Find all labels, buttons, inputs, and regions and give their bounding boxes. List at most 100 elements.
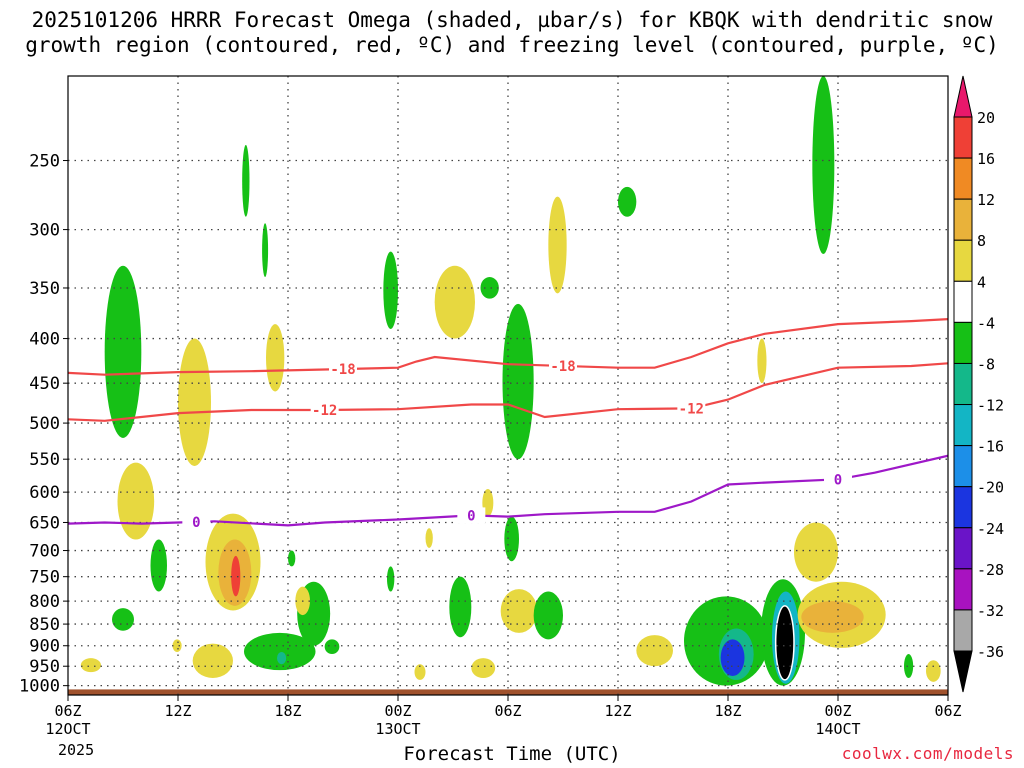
contour-label-freezing-level-1: 0 <box>467 508 475 524</box>
y-tick-label-400: 400 <box>29 330 60 350</box>
omega-region-y17 <box>636 635 674 667</box>
x-tick-label-48: 06Z <box>934 702 961 720</box>
contour-label-dgz-minus18-0: -18 <box>330 362 355 378</box>
y-tick-label-700: 700 <box>29 542 60 562</box>
colorbar-label-10: -24 <box>977 520 1004 538</box>
omega-region-g1 <box>104 265 142 438</box>
omega-region-g5 <box>480 276 499 299</box>
colorbar-cell-8 <box>953 404 973 447</box>
colorbar-cell-5 <box>953 280 973 323</box>
y-tick-label-950: 950 <box>29 657 60 677</box>
colorbar-cell-1 <box>953 116 973 159</box>
x-tick-label-12: 18Z <box>274 702 301 720</box>
omega-region-g14 <box>324 639 340 655</box>
contour-freezing-level <box>68 454 948 527</box>
contour-dgz-minus18 <box>68 318 948 376</box>
x-date-label-0: 12OCT <box>45 720 90 738</box>
colorbar-bottom-arrow <box>953 650 973 693</box>
contour-label-bg-dgz-minus12-0 <box>310 401 339 418</box>
colorbar-cell-6 <box>953 321 973 364</box>
colorbar-cell-2 <box>953 157 973 200</box>
omega-region-g21 <box>904 654 914 678</box>
terrain-band <box>68 689 948 695</box>
y-tick-label-550: 550 <box>29 450 60 470</box>
credit-link[interactable]: coolwx.com/models <box>841 744 1014 763</box>
colorbar-cell-13 <box>953 609 973 652</box>
colorbar-label-12: -32 <box>977 602 1004 620</box>
contour-dgz-minus12 <box>68 362 948 422</box>
omega-region-g6 <box>502 303 534 460</box>
x-tick-label-30: 12Z <box>604 702 631 720</box>
colorbar-label-1: 16 <box>977 150 995 168</box>
omega-region-g13 <box>288 550 296 567</box>
colorbar-label-6: -8 <box>977 355 995 373</box>
x-tick-label-6: 12Z <box>164 702 191 720</box>
colorbar-label-3: 8 <box>977 232 986 250</box>
omega-region-g7 <box>618 186 637 217</box>
omega-region-y10 <box>192 643 233 678</box>
x-tick-label-36: 18Z <box>714 702 741 720</box>
colorbar-cell-4 <box>953 239 973 282</box>
y-tick-label-300: 300 <box>29 221 60 241</box>
omega-region-r1 <box>231 555 241 597</box>
omega-region-bk1 <box>774 605 795 681</box>
colorbar-label-5: -4 <box>977 314 995 332</box>
y-tick-label-800: 800 <box>29 592 60 612</box>
omega-region-g9 <box>150 539 167 592</box>
colorbar-cell-7 <box>953 362 973 406</box>
colorbar-cell-12 <box>953 568 973 611</box>
omega-region-b1 <box>720 639 745 677</box>
colorbar-label-2: 12 <box>977 191 995 209</box>
omega-region-y4 <box>548 196 567 294</box>
y-tick-label-750: 750 <box>29 568 60 588</box>
omega-region-y6 <box>117 462 155 540</box>
y-tick-label-250: 250 <box>29 152 60 172</box>
x-tick-label-18: 00Z <box>384 702 411 720</box>
omega-region-y12 <box>414 664 426 680</box>
omega-region-g16 <box>449 576 472 638</box>
contour-label-freezing-level-2: 0 <box>834 472 842 488</box>
colorbar-label-13: -36 <box>977 643 1004 661</box>
omega-region-g4 <box>383 251 398 329</box>
colorbar-label-9: -20 <box>977 479 1004 497</box>
contour-label-bg-dgz-minus12-1 <box>677 400 706 417</box>
omega-region-y16 <box>500 589 538 633</box>
colorbar-label-0: 20 <box>977 109 995 127</box>
y-tick-label-350: 350 <box>29 279 60 299</box>
contour-label-bg-freezing-level-1 <box>457 507 486 524</box>
x-tick-label-42: 00Z <box>824 702 851 720</box>
y-tick-label-850: 850 <box>29 615 60 635</box>
omega-region-g18 <box>533 591 563 640</box>
colorbar-cell-9 <box>953 445 973 488</box>
x-tick-label-0: 06Z <box>54 702 81 720</box>
chart-title-line1: 2025101206 HRRR Forecast Omega (shaded, … <box>31 8 993 32</box>
omega-region-g2 <box>242 145 250 217</box>
y-tick-label-600: 600 <box>29 483 60 503</box>
contour-label-bg-dgz-minus18-1 <box>549 357 577 374</box>
colorbar-cell-3 <box>953 198 973 241</box>
contour-label-freezing-level-0: 0 <box>192 515 200 531</box>
x-date-label-18: 13OCT <box>375 720 420 738</box>
x-tick-label-24: 06Z <box>494 702 521 720</box>
omega-region-y15 <box>471 658 496 678</box>
omega-region-g17 <box>504 516 519 562</box>
colorbar-cell-10 <box>953 486 973 529</box>
colorbar-label-11: -28 <box>977 561 1004 579</box>
contour-label-dgz-minus12-0: -12 <box>312 403 337 419</box>
omega-region-y1 <box>178 338 211 467</box>
omega-region-y9 <box>172 639 182 652</box>
omega-region-y20 <box>926 660 941 682</box>
x-date-label-42: 14OCT <box>815 720 860 738</box>
contour-label-bg-freezing-level-2 <box>824 471 852 488</box>
y-tick-label-900: 900 <box>29 637 60 657</box>
y-tick-label-650: 650 <box>29 513 60 533</box>
contour-label-bg-dgz-minus18-0 <box>329 361 357 378</box>
omega-region-g10 <box>112 608 134 631</box>
x-axis-label: Forecast Time (UTC) <box>403 743 621 765</box>
colorbar-label-4: 4 <box>977 273 986 291</box>
colorbar-label-7: -12 <box>977 397 1004 415</box>
omega-region-g3 <box>262 223 269 277</box>
colorbar-label-8: -16 <box>977 438 1004 456</box>
colorbar-top-arrow <box>953 75 973 118</box>
contour-label-dgz-minus12-1: -12 <box>679 401 704 417</box>
